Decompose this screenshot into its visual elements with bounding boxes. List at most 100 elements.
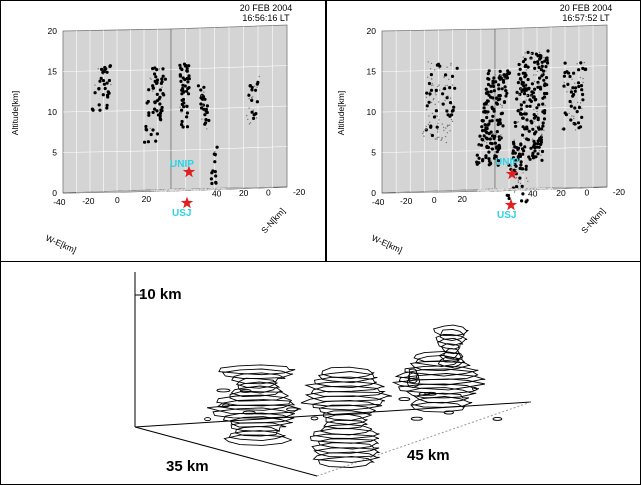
contour-line: [230, 422, 287, 432]
floor-point: [156, 189, 158, 192]
contour-line: [304, 381, 385, 393]
source-point: [533, 87, 537, 91]
source-point: [511, 151, 515, 155]
source-point: [105, 103, 109, 107]
scatter-3d-plot: 0 5 10 15 20 -40 -20 0 20 -20 0 20 40 Altitude[km] W…: [336, 24, 625, 255]
contour-line: [437, 356, 466, 368]
source-point: [481, 138, 485, 142]
source-point: [490, 142, 494, 146]
source-point: [562, 127, 566, 131]
source-point: [187, 64, 191, 68]
source-point: [537, 127, 541, 131]
we-tick: -20: [400, 196, 413, 206]
source-point: [98, 79, 102, 83]
source-point: [537, 125, 539, 127]
floor-point: [534, 188, 536, 190]
source-point: [532, 95, 536, 99]
contour-line: [312, 451, 380, 463]
source-point: [161, 74, 165, 78]
source-point: [206, 128, 208, 130]
source-point: [101, 93, 105, 97]
source-point: [184, 64, 188, 68]
source-point: [481, 119, 485, 123]
source-point: [155, 109, 159, 113]
floor-point: [508, 189, 510, 191]
floor-point: [195, 188, 197, 190]
source-point: [149, 132, 153, 137]
source-point: [534, 130, 538, 134]
floor-point: [189, 188, 191, 190]
source-point: [437, 122, 439, 125]
we-axis-label: W-E[km]: [44, 233, 78, 255]
altitude-tick: 0: [371, 188, 376, 198]
floor-point: [511, 188, 513, 190]
source-point: [529, 56, 533, 60]
sn-tick: 0: [585, 188, 590, 198]
floor-point: [509, 188, 511, 190]
floor-point: [550, 187, 552, 189]
floor-point: [158, 189, 160, 191]
source-point: [522, 91, 524, 94]
source-point: [517, 62, 521, 67]
source-point: [437, 85, 439, 88]
source-point: [536, 116, 540, 120]
source-point: [484, 136, 488, 140]
floor-point: [166, 189, 168, 191]
source-point: [564, 86, 567, 88]
source-point: [540, 154, 542, 157]
floor-point: [202, 188, 204, 190]
source-point: [153, 100, 157, 104]
source-point: [445, 141, 448, 144]
source-point: [207, 118, 211, 123]
source-point: [569, 104, 573, 108]
source-point: [485, 144, 489, 148]
source-point: [180, 66, 183, 68]
source-point: [450, 64, 452, 66]
floor-point: [492, 188, 495, 190]
floor-point: [528, 188, 530, 190]
source-point: [446, 132, 449, 134]
source-point: [487, 122, 491, 126]
source-point: [521, 116, 525, 120]
source-point: [525, 118, 529, 122]
contour-line: [409, 360, 471, 372]
star-icon: [504, 198, 518, 211]
source-point: [515, 177, 518, 179]
star-icon: [505, 167, 519, 180]
floor-point: [511, 189, 513, 191]
source-point: [536, 80, 540, 84]
contour-line: [212, 407, 295, 419]
source-point: [510, 165, 512, 167]
source-point: [513, 151, 517, 155]
source-point: [99, 76, 103, 80]
altitude-axis-label: Altitude[km]: [10, 91, 20, 135]
source-point: [453, 86, 457, 90]
source-point: [541, 121, 545, 125]
source-point: [446, 66, 448, 68]
source-point: [246, 114, 248, 117]
grid-line: [170, 105, 288, 111]
source-point: [536, 152, 540, 156]
source-point: [533, 74, 535, 76]
source-point: [149, 127, 151, 129]
source-point: [540, 149, 545, 154]
source-point: [512, 142, 516, 146]
contour-fragment: [239, 388, 252, 393]
unip-site-label: UNIP: [495, 157, 519, 168]
source-point: [430, 101, 433, 104]
floor-point: [181, 188, 183, 190]
source-point: [507, 71, 511, 76]
source-point: [153, 72, 157, 76]
source-point: [253, 85, 256, 87]
source-point: [90, 107, 94, 111]
sn-tick: 20: [556, 188, 566, 198]
source-point: [504, 77, 506, 79]
source-point: [578, 125, 583, 129]
source-point: [563, 111, 567, 115]
source-point: [525, 177, 528, 179]
source-point: [250, 88, 254, 92]
floor-point: [499, 189, 501, 191]
source-point: [581, 98, 585, 102]
altitude-tick: 5: [52, 148, 57, 158]
source-point: [252, 113, 256, 117]
